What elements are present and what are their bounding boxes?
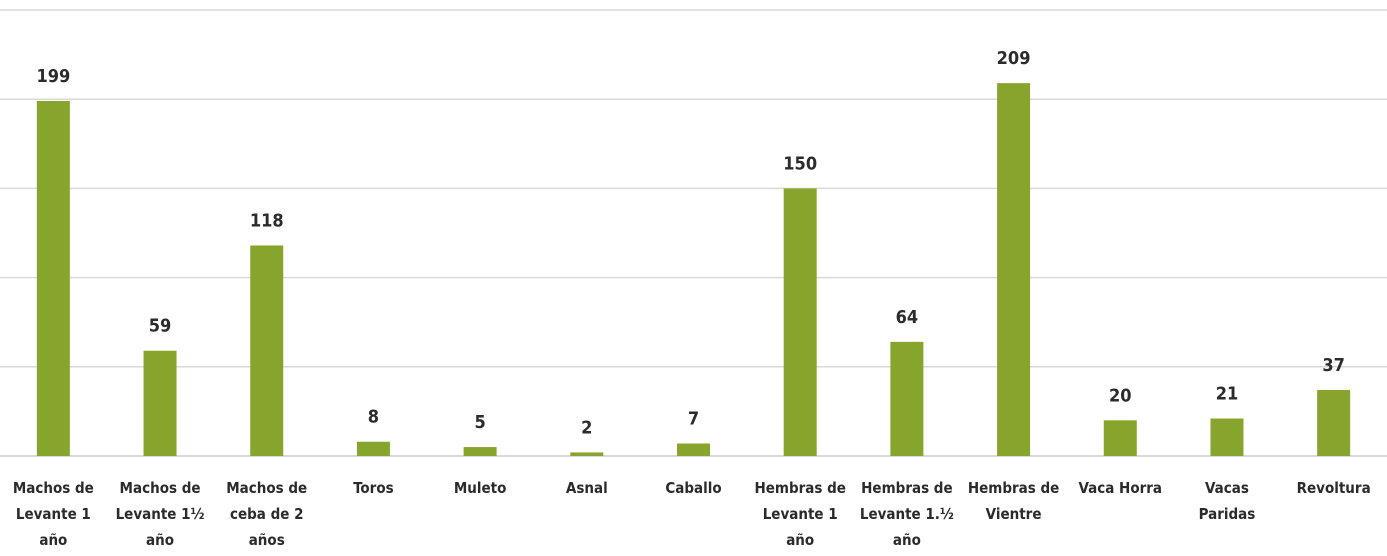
category-label: Hembras de Levante 1.½ año — [860, 479, 954, 549]
data-label: 5 — [474, 412, 485, 433]
bar — [356, 441, 390, 456]
category-label: Machos de ceba de 2 años — [226, 479, 307, 549]
data-label: 2 — [581, 417, 592, 438]
data-label: 118 — [250, 210, 284, 231]
data-label: 37 — [1322, 355, 1345, 376]
bar — [1317, 389, 1351, 456]
category-label: Toros — [353, 479, 393, 497]
bar — [143, 350, 177, 456]
bar — [463, 447, 497, 456]
data-label: 59 — [149, 316, 172, 337]
data-label: 20 — [1109, 385, 1132, 406]
data-label: 199 — [36, 66, 70, 87]
category-label: Vacas Paridas — [1199, 479, 1256, 523]
bar — [890, 341, 924, 456]
bar — [1210, 418, 1244, 456]
data-label: 64 — [896, 307, 919, 328]
category-label: Vaca Horra — [1079, 479, 1163, 497]
category-label: Muleto — [454, 479, 507, 497]
bar — [677, 443, 710, 456]
data-label: 8 — [368, 407, 379, 428]
category-label: Machos de Levante 1½ año — [116, 479, 205, 549]
data-label: 150 — [783, 153, 817, 174]
category-label: Caballo — [665, 479, 721, 497]
value-labels: 199 59 118 8 5 2 7 150 64 209 20 21 37 — [36, 48, 1344, 438]
data-label: 7 — [688, 409, 699, 430]
bar — [250, 245, 284, 456]
category-label: Revoltura — [1297, 479, 1371, 497]
bar — [783, 188, 817, 456]
category-label: Hembras de Vientre — [968, 479, 1059, 523]
category-label: Hembras de Levante 1 año — [754, 479, 845, 549]
bar — [1103, 420, 1137, 456]
bar — [570, 452, 604, 456]
bars — [36, 83, 1351, 457]
gridlines — [0, 9, 1387, 457]
category-labels: Machos de Levante 1 año Machos de Levante 1½… — [13, 479, 1371, 549]
category-label: Asnal — [566, 479, 608, 497]
data-label: 209 — [997, 48, 1031, 69]
bar — [997, 83, 1031, 457]
category-label: Machos de Levante 1 año — [13, 479, 94, 549]
bar — [36, 100, 70, 456]
data-label: 21 — [1216, 384, 1239, 405]
